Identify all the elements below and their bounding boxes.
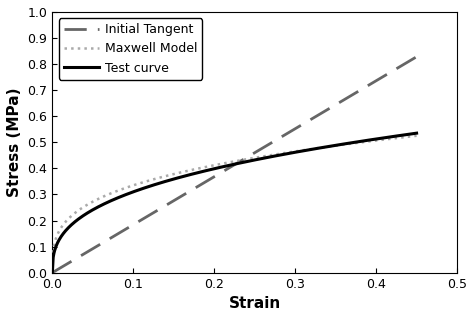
- Maxwell Model: [155, 176, 161, 180]
- Initial Tangent: [360, 87, 365, 91]
- Test curve: [351, 141, 357, 144]
- X-axis label: Strain: Strain: [228, 296, 281, 311]
- Maxwell Model: [284, 151, 290, 155]
- Initial Tangent: [267, 142, 273, 145]
- Initial Tangent: [383, 73, 389, 77]
- Maxwell Model: [140, 181, 146, 184]
- Test curve: [414, 131, 419, 135]
- Maxwell Model: [182, 169, 188, 173]
- Line: Initial Tangent: Initial Tangent: [52, 54, 420, 273]
- Initial Tangent: [418, 52, 423, 56]
- Initial Tangent: [49, 271, 55, 274]
- Test curve: [140, 187, 146, 190]
- Maxwell Model: [351, 142, 357, 145]
- Test curve: [284, 152, 290, 156]
- Initial Tangent: [275, 137, 281, 141]
- Initial Tangent: [51, 270, 56, 274]
- Line: Test curve: Test curve: [52, 133, 417, 273]
- Y-axis label: Stress (MPa): Stress (MPa): [7, 87, 22, 197]
- Test curve: [289, 151, 294, 155]
- Test curve: [155, 182, 161, 185]
- Maxwell Model: [414, 134, 419, 138]
- Line: Maxwell Model: Maxwell Model: [52, 136, 417, 273]
- Test curve: [49, 271, 55, 274]
- Maxwell Model: [49, 271, 55, 274]
- Initial Tangent: [269, 141, 274, 145]
- Test curve: [182, 174, 188, 178]
- Legend: Initial Tangent, Maxwell Model, Test curve: Initial Tangent, Maxwell Model, Test cur…: [59, 18, 202, 80]
- Maxwell Model: [289, 150, 294, 154]
